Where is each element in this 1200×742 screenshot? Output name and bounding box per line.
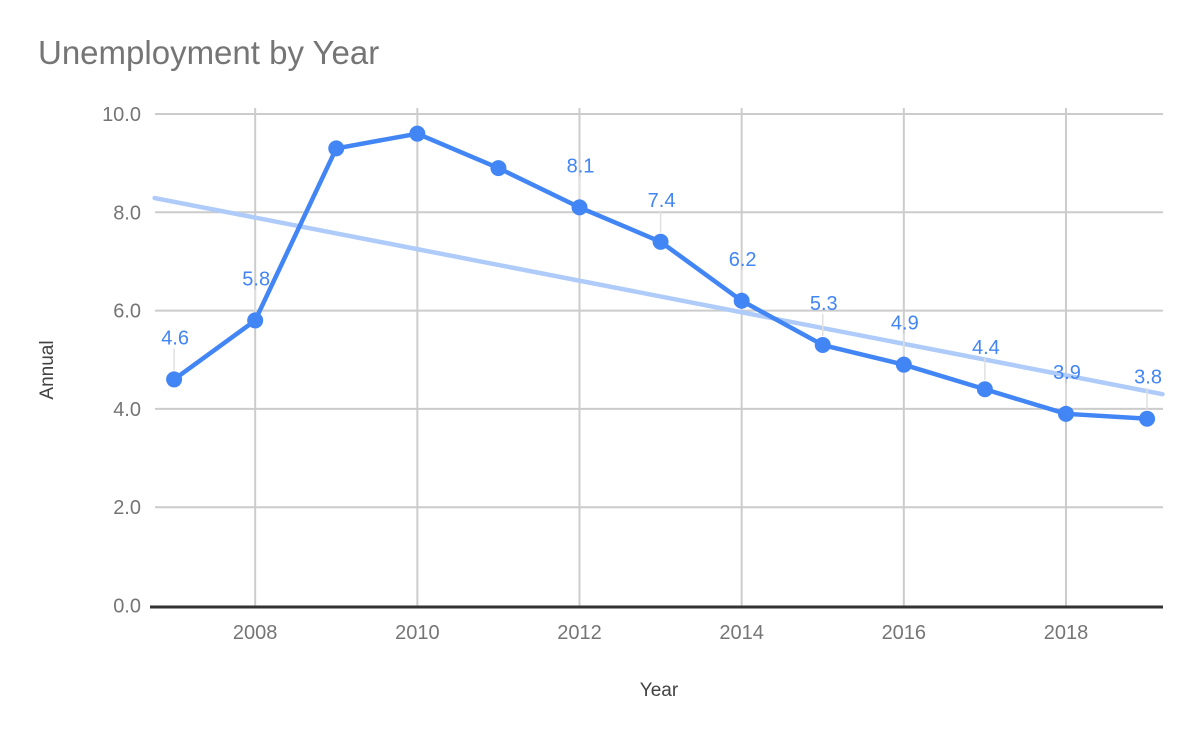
trendline — [152, 195, 1165, 397]
data-label-2014: 6.2 — [729, 249, 757, 271]
data-point-2009 — [328, 140, 345, 157]
x-tick-2012: 2012 — [557, 622, 602, 644]
data-point-2015 — [814, 337, 831, 354]
data-point-2014 — [733, 292, 750, 309]
data-point-2012 — [571, 199, 588, 216]
data-point-2017 — [976, 381, 993, 398]
y-tick-8.0: 8.0 — [113, 202, 141, 224]
data-label-2012: 8.1 — [567, 155, 595, 177]
data-label-2018: 3.9 — [1053, 362, 1081, 384]
data-label-2015: 5.3 — [810, 293, 838, 315]
y-tick-0.0: 0.0 — [113, 596, 141, 618]
data-point-2018 — [1057, 405, 1074, 422]
data-label-2019: 3.8 — [1134, 367, 1162, 389]
x-tick-2014: 2014 — [719, 622, 764, 644]
data-point-2016 — [895, 356, 912, 373]
y-tick-2.0: 2.0 — [113, 497, 141, 519]
x-tick-2018: 2018 — [1044, 622, 1089, 644]
x-tick-2016: 2016 — [882, 622, 927, 644]
x-tick-2010: 2010 — [395, 622, 440, 644]
data-point-2010 — [409, 125, 426, 142]
data-point-2013 — [652, 233, 669, 250]
x-tick-2008: 2008 — [233, 622, 278, 644]
data-point-2011 — [490, 160, 507, 177]
data-label-2017: 4.4 — [972, 337, 1000, 359]
data-label-2007: 4.6 — [161, 327, 189, 349]
data-label-2008: 5.8 — [242, 268, 270, 290]
chart-title: Unemployment by Year — [38, 34, 380, 71]
data-point-2019 — [1139, 410, 1156, 427]
y-axis-title: Annual — [37, 340, 58, 400]
series-line-Annual — [171, 131, 1150, 421]
data-label-2013: 7.4 — [648, 190, 676, 212]
data-point-2008 — [247, 312, 264, 329]
data-point-2007 — [166, 371, 183, 388]
data-label-2016: 4.9 — [891, 313, 919, 335]
y-tick-4.0: 4.0 — [113, 399, 141, 421]
y-tick-6.0: 6.0 — [113, 301, 141, 323]
x-axis-title: Year — [639, 680, 679, 701]
y-tick-10.0: 10.0 — [102, 104, 141, 126]
